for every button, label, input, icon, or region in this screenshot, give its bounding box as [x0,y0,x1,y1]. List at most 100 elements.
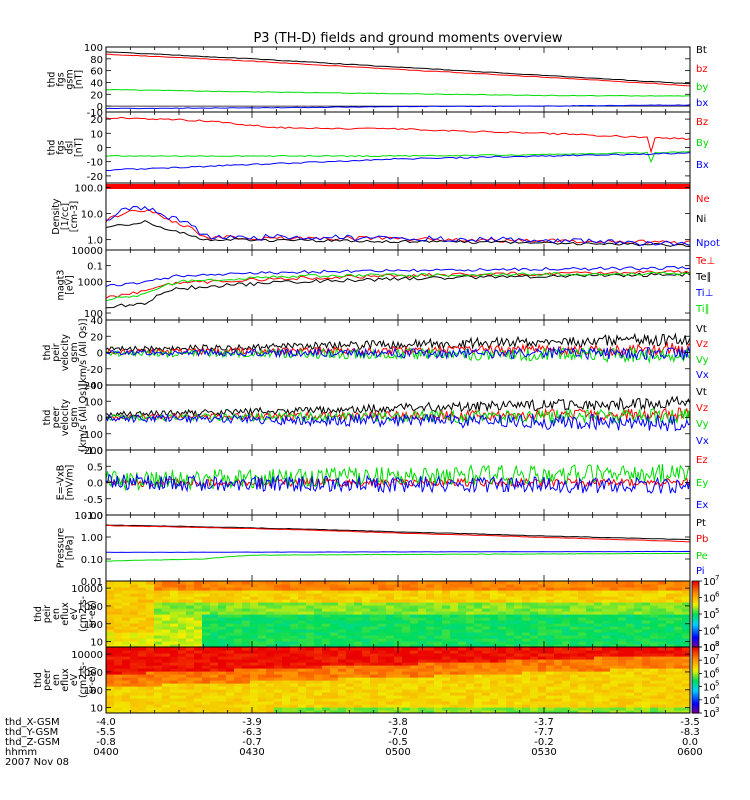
heatmap-cell [258,608,267,612]
heatmap-cell [658,623,667,627]
y-tick-label: 100.0 [74,184,103,195]
heatmap-cell [274,656,283,660]
heatmap-cell [378,686,387,690]
heatmap-cell [378,590,387,594]
heatmap-cell [410,662,419,666]
heatmap-cell [362,668,371,672]
heatmap-cell [298,596,307,600]
heatmap-cell [354,602,363,606]
heatmap-cell [458,599,467,603]
heatmap-cell [178,692,187,696]
heatmap-cell [594,605,603,609]
heatmap-cell [186,677,195,681]
heatmap-cell [210,620,219,624]
heatmap-cell [154,629,163,633]
heatmap-cell [578,695,587,699]
heatmap-cell [282,659,291,663]
heatmap-cell [522,647,531,651]
heatmap-cell [194,650,203,654]
heatmap-cell [450,695,459,699]
heatmap-cell [314,695,323,699]
heatmap-cell [146,689,155,693]
heatmap-cell [650,710,659,713]
heatmap-cell [386,704,395,708]
heatmap-cell [178,701,187,705]
heatmap-cell [306,596,315,600]
heatmap-cell [306,689,315,693]
y-tick-label: -200 [80,446,103,457]
heatmap-cell [522,659,531,663]
heatmap-cell [594,596,603,600]
heatmap-cell [418,704,427,708]
heatmap-cell [642,668,651,672]
heatmap-cell [418,626,427,630]
heatmap-cell [514,707,523,711]
heatmap-cell [378,659,387,663]
heatmap-cell [410,584,419,588]
heatmap-cell [402,692,411,696]
heatmap-cell [194,632,203,636]
heatmap-cell [642,665,651,669]
heatmap-cell [626,632,635,636]
heatmap-cell [378,674,387,678]
heatmap-cell [154,665,163,669]
heatmap-cell [178,686,187,690]
heatmap-cell [650,704,659,708]
heatmap-cell [442,593,451,597]
heatmap-cell [506,695,515,699]
heatmap-cell [250,659,259,663]
colorbar-step [692,678,699,681]
heatmap-cell [570,617,579,621]
heatmap-cell [170,590,179,594]
heatmap-cell [234,695,243,699]
heatmap-cell [138,587,147,591]
heatmap-cell [626,707,635,711]
heatmap-cell [250,683,259,687]
heatmap-cell [282,617,291,621]
colorbar-step [692,610,699,613]
heatmap-cell [282,647,291,651]
heatmap-cell [650,644,659,647]
heatmap-cell [522,617,531,621]
heatmap-cell [138,638,147,642]
heatmap-cell [490,620,499,624]
heatmap-cell [394,671,403,675]
footer-value: -3.9 [242,717,262,728]
heatmap-cell [482,707,491,711]
colorbar-step [692,615,699,618]
heatmap-cell [282,584,291,588]
y-axis-label: thd [33,672,44,688]
footer-value: -0.2 [534,737,554,748]
heatmap-cell [554,623,563,627]
heatmap-cell [458,602,467,606]
heatmap-cell [314,671,323,675]
heatmap-cell [114,659,123,663]
heatmap-cell [290,614,299,618]
heatmap-cell [282,698,291,702]
heatmap-cell [602,611,611,615]
heatmap-cell [570,638,579,642]
series-group [106,116,690,172]
heatmap-cell [170,692,179,696]
heatmap-cell [370,686,379,690]
heatmap-cell [450,620,459,624]
heatmap-cell [138,707,147,711]
heatmap-cell [482,626,491,630]
heatmap-cell [386,617,395,621]
heatmap-cell [258,626,267,630]
heatmap-cell [266,683,275,687]
heatmap-cell [242,584,251,588]
heatmap-cell [226,608,235,612]
heatmap-cell [506,647,515,651]
heatmap-cell [250,704,259,708]
heatmap-cell [666,632,675,636]
y-tick-label: 0.5 [87,462,103,473]
heatmap-cell [106,608,115,612]
heatmap-cell [322,593,331,597]
heatmap-cell [266,602,275,606]
heatmap-cell [466,638,475,642]
heatmap-cell [514,635,523,639]
heatmap-cell [146,626,155,630]
heatmap-cell [514,668,523,672]
heatmap-cell [258,701,267,705]
